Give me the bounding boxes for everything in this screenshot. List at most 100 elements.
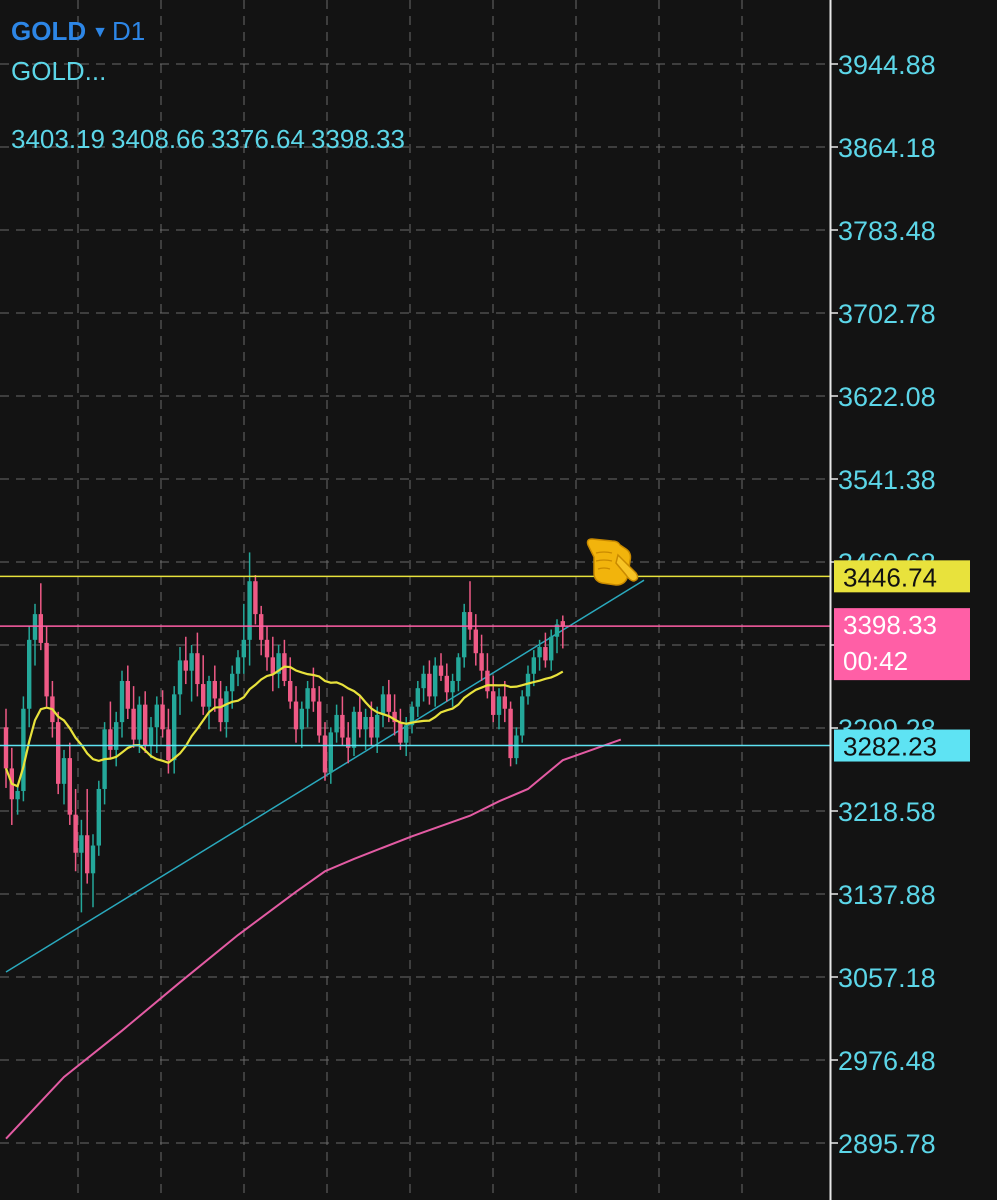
- bear-candle: [201, 655, 206, 715]
- axis-tick-label: 3218.58: [838, 797, 936, 827]
- bull-candle: [241, 603, 246, 674]
- candle-body: [108, 729, 113, 750]
- ohlc-readout: 3403.19 3408.66 3376.64 3398.33: [11, 124, 411, 155]
- bear-candle: [479, 634, 484, 681]
- bull-candle: [409, 701, 415, 734]
- candle-body: [85, 835, 90, 874]
- candle-body: [357, 711, 362, 730]
- bull-candle: [137, 696, 142, 753]
- candle-body: [119, 680, 125, 723]
- bull-candle: [206, 675, 212, 730]
- bull-candle: [415, 680, 420, 717]
- bear-candle: [502, 680, 507, 723]
- candle-body: [369, 716, 374, 738]
- fast-moving-average: [4, 665, 564, 788]
- candle-body: [328, 732, 333, 773]
- timeframe-label[interactable]: D1: [111, 16, 146, 46]
- candle-body: [392, 711, 397, 723]
- candle-body: [259, 614, 264, 640]
- bull-candle: [351, 706, 357, 757]
- candle-body: [189, 653, 194, 671]
- resistance-price-label: 3446.74: [843, 562, 937, 592]
- fast-ma-line: [4, 665, 564, 788]
- symbol-name[interactable]: GOLD: [11, 16, 87, 46]
- candle-body: [502, 696, 507, 709]
- candle-body: [73, 814, 78, 853]
- axis-tick-label: 2895.78: [838, 1129, 936, 1159]
- candle-body: [270, 657, 275, 674]
- bear-candle: [160, 690, 165, 738]
- bear-candle: [473, 614, 478, 666]
- price-badges: 3446.74 3398.33 00:42 3282.23: [834, 560, 970, 762]
- candle-body: [496, 696, 502, 715]
- symbol-selector[interactable]: GOLD ▼ D1: [11, 16, 145, 47]
- axis-tick-label: 3541.38: [838, 465, 936, 495]
- candle-body: [421, 673, 426, 689]
- bear-candle: [491, 675, 496, 723]
- candle-body: [172, 694, 177, 761]
- candle-body: [235, 657, 241, 674]
- candle-body: [322, 735, 328, 773]
- bear-candle: [340, 696, 345, 746]
- candle-body: [241, 639, 246, 658]
- bull-candle: [247, 552, 252, 666]
- candle-body: [160, 704, 165, 730]
- candle-body: [433, 665, 438, 697]
- bull-candle: [154, 696, 159, 753]
- dropdown-arrow-icon[interactable]: ▼: [92, 24, 108, 41]
- candle-body: [508, 708, 513, 759]
- bear-candle: [212, 665, 217, 712]
- candle-body: [183, 660, 188, 671]
- candle-body: [549, 636, 554, 661]
- candle-body: [206, 680, 212, 707]
- bear-candle: [270, 636, 275, 692]
- candle-body: [467, 612, 473, 630]
- bear-candle: [346, 722, 351, 764]
- candle-body: [491, 691, 496, 715]
- candle-body: [21, 708, 26, 792]
- bull-candle: [224, 686, 229, 738]
- bear-candle: [44, 626, 49, 707]
- bear-candle: [467, 581, 473, 640]
- bull-candle: [21, 696, 26, 802]
- bear-candle: [183, 636, 188, 685]
- candle-body: [293, 701, 299, 730]
- bull-candle: [119, 670, 125, 738]
- bear-candle: [73, 788, 78, 872]
- axis-tick-label: 3944.88: [838, 50, 936, 80]
- candle-body: [351, 711, 357, 748]
- candle-body: [398, 722, 403, 743]
- horizontal-levels[interactable]: [0, 575, 830, 747]
- bull-candle: [334, 704, 339, 743]
- bear-candle: [85, 788, 90, 884]
- candle-body: [56, 722, 61, 784]
- candle-body: [143, 704, 148, 746]
- bear-candle: [143, 691, 148, 753]
- candle-body: [427, 673, 432, 697]
- bull-candle: [537, 639, 542, 671]
- ohlc-open: 3403.19: [11, 124, 105, 154]
- candle-body: [154, 704, 159, 728]
- candle-body: [67, 758, 72, 815]
- bull-candle: [61, 749, 67, 805]
- bull-candle: [96, 780, 101, 856]
- candle-body: [485, 670, 490, 692]
- candle-body: [32, 614, 38, 640]
- candle-body: [305, 688, 310, 709]
- axis-tick-label: 3137.88: [838, 880, 936, 910]
- candle-body: [299, 708, 304, 730]
- bull-candle: [189, 644, 194, 702]
- bear-candle: [56, 711, 61, 795]
- candle-body: [415, 688, 420, 707]
- bear-candle: [322, 722, 328, 781]
- candle-body: [218, 698, 223, 723]
- bull-candle: [148, 716, 154, 759]
- candle-body: [334, 714, 339, 733]
- candle-body: [224, 691, 229, 723]
- candle-body: [3, 727, 9, 769]
- bull-candle: [235, 650, 241, 687]
- candle-body: [514, 735, 519, 759]
- candle-body: [444, 675, 449, 693]
- candle-body: [27, 639, 32, 709]
